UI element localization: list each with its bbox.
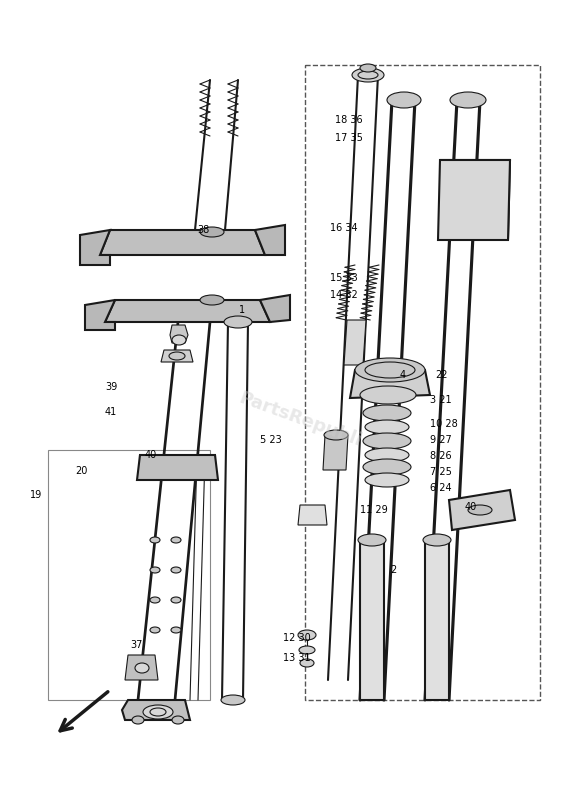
Ellipse shape bbox=[150, 537, 160, 543]
Ellipse shape bbox=[221, 695, 245, 705]
Ellipse shape bbox=[358, 534, 386, 546]
Polygon shape bbox=[255, 225, 285, 255]
Ellipse shape bbox=[298, 630, 316, 640]
Polygon shape bbox=[438, 160, 510, 240]
Ellipse shape bbox=[300, 659, 314, 667]
Text: 5 23: 5 23 bbox=[260, 435, 282, 445]
Polygon shape bbox=[161, 350, 193, 362]
Ellipse shape bbox=[200, 227, 224, 237]
Ellipse shape bbox=[150, 567, 160, 573]
Ellipse shape bbox=[355, 358, 425, 382]
Polygon shape bbox=[170, 325, 188, 343]
Text: 7 25: 7 25 bbox=[430, 467, 452, 477]
Ellipse shape bbox=[365, 448, 409, 462]
Text: 20: 20 bbox=[75, 466, 88, 476]
Polygon shape bbox=[449, 490, 515, 530]
Polygon shape bbox=[100, 230, 265, 255]
Text: 3 21: 3 21 bbox=[430, 395, 451, 405]
Polygon shape bbox=[137, 455, 218, 480]
Ellipse shape bbox=[171, 567, 181, 573]
Ellipse shape bbox=[360, 64, 376, 72]
Ellipse shape bbox=[387, 92, 421, 108]
Text: 2: 2 bbox=[390, 565, 396, 575]
Ellipse shape bbox=[200, 295, 224, 305]
Ellipse shape bbox=[423, 534, 451, 546]
Text: 16 34: 16 34 bbox=[330, 223, 358, 233]
Text: 17 35: 17 35 bbox=[335, 133, 363, 143]
Ellipse shape bbox=[172, 335, 186, 345]
Ellipse shape bbox=[360, 386, 416, 404]
Polygon shape bbox=[122, 700, 190, 720]
Text: 9 27: 9 27 bbox=[430, 435, 452, 445]
Polygon shape bbox=[105, 300, 270, 322]
Text: 22: 22 bbox=[435, 370, 447, 380]
Text: 41: 41 bbox=[105, 407, 118, 417]
Text: 12 30: 12 30 bbox=[283, 633, 311, 643]
Ellipse shape bbox=[150, 597, 160, 603]
Polygon shape bbox=[344, 320, 366, 365]
Text: 38: 38 bbox=[197, 225, 209, 235]
Ellipse shape bbox=[171, 627, 181, 633]
Polygon shape bbox=[425, 540, 449, 700]
Ellipse shape bbox=[468, 505, 492, 515]
Polygon shape bbox=[298, 505, 327, 525]
Polygon shape bbox=[323, 435, 348, 470]
Ellipse shape bbox=[324, 430, 348, 440]
Ellipse shape bbox=[171, 597, 181, 603]
Ellipse shape bbox=[365, 420, 409, 434]
Ellipse shape bbox=[143, 705, 173, 719]
Text: 40: 40 bbox=[465, 502, 477, 512]
Text: 1: 1 bbox=[239, 305, 245, 315]
Text: 39: 39 bbox=[105, 382, 118, 392]
Polygon shape bbox=[85, 300, 115, 330]
Text: 19: 19 bbox=[30, 490, 42, 500]
Text: 8 26: 8 26 bbox=[430, 451, 451, 461]
Ellipse shape bbox=[150, 627, 160, 633]
Text: 11 29: 11 29 bbox=[360, 505, 388, 515]
Text: 4: 4 bbox=[400, 370, 406, 380]
Ellipse shape bbox=[352, 68, 384, 82]
Text: 40: 40 bbox=[145, 450, 157, 460]
Text: 14 32: 14 32 bbox=[330, 290, 358, 300]
Text: 6 24: 6 24 bbox=[430, 483, 451, 493]
Text: PartsRepubli: PartsRepubli bbox=[236, 390, 364, 450]
Text: 37: 37 bbox=[130, 640, 142, 650]
Ellipse shape bbox=[172, 716, 184, 724]
Ellipse shape bbox=[135, 663, 149, 673]
Ellipse shape bbox=[224, 316, 252, 328]
Ellipse shape bbox=[365, 473, 409, 487]
Ellipse shape bbox=[363, 405, 411, 421]
Text: 10 28: 10 28 bbox=[430, 419, 458, 429]
Polygon shape bbox=[125, 655, 158, 680]
Polygon shape bbox=[260, 295, 290, 322]
Ellipse shape bbox=[169, 352, 185, 360]
Polygon shape bbox=[350, 370, 430, 398]
Text: 15 33: 15 33 bbox=[330, 273, 358, 283]
Ellipse shape bbox=[450, 92, 486, 108]
Ellipse shape bbox=[132, 716, 144, 724]
Text: 18 36: 18 36 bbox=[335, 115, 363, 125]
Ellipse shape bbox=[363, 433, 411, 449]
Ellipse shape bbox=[171, 537, 181, 543]
Polygon shape bbox=[80, 230, 110, 265]
Ellipse shape bbox=[363, 459, 411, 475]
Ellipse shape bbox=[299, 646, 315, 654]
Text: 13 31: 13 31 bbox=[283, 653, 311, 663]
Polygon shape bbox=[360, 540, 384, 700]
